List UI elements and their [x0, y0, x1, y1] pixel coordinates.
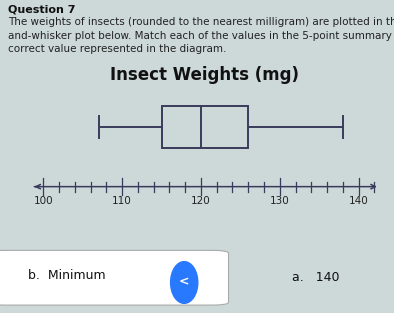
Text: 110: 110: [112, 196, 132, 206]
Text: 120: 120: [191, 196, 211, 206]
Text: Insect Weights (mg): Insect Weights (mg): [110, 66, 299, 84]
Text: 100: 100: [33, 196, 53, 206]
Text: <: <: [179, 275, 190, 288]
Bar: [162, 106, 248, 148]
Text: 130: 130: [270, 196, 290, 206]
Circle shape: [171, 262, 198, 303]
Text: a.   140: a. 140: [292, 270, 339, 284]
Text: b.  Minimum: b. Minimum: [28, 269, 105, 282]
Text: 140: 140: [349, 196, 368, 206]
FancyBboxPatch shape: [0, 250, 229, 305]
Text: The weights of insects (rounded to the nearest milligram) are plotted in the box: The weights of insects (rounded to the n…: [8, 17, 394, 54]
Text: Question 7: Question 7: [8, 5, 75, 15]
